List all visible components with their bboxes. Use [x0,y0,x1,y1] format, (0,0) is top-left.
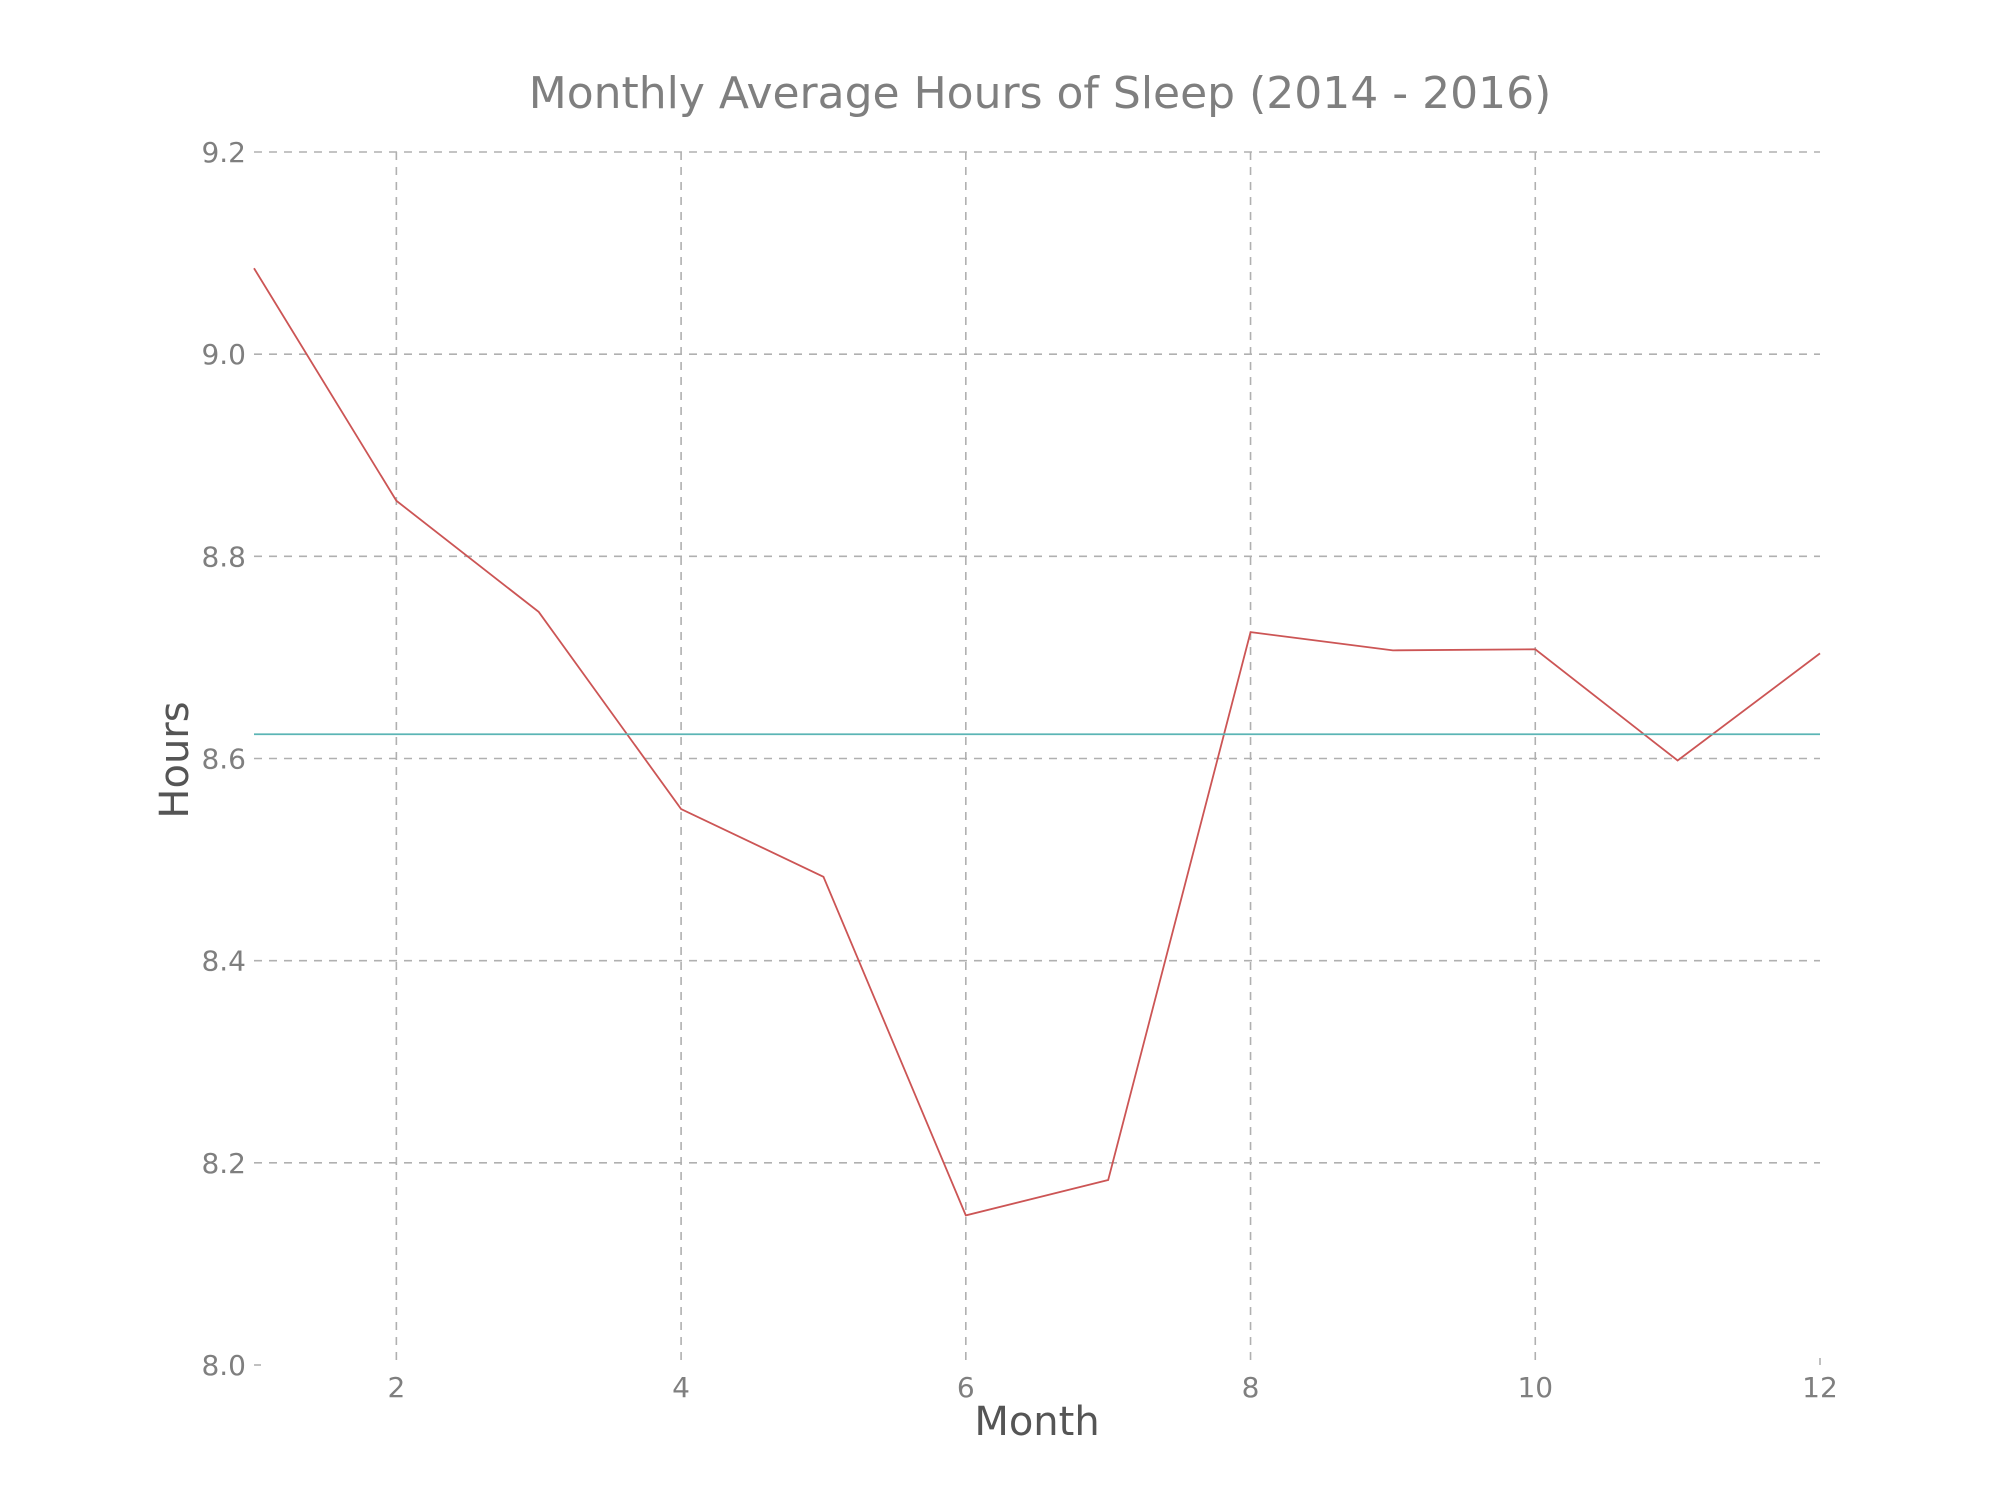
y-tick-label: 8.2 [201,1147,246,1180]
y-tick-label: 9.0 [201,338,246,371]
y-tick-label: 8.8 [201,540,246,573]
y-tick-label: 8.6 [201,743,246,776]
y-tick-label: 9.2 [201,136,246,169]
x-tick-label: 2 [387,1371,405,1404]
x-tick-label: 10 [1517,1371,1553,1404]
x-tick-label: 8 [1242,1371,1260,1404]
monthly-sleep-line [253,267,1821,1217]
y-tick-label: 8.4 [201,945,246,978]
x-axis-label: Month [974,1399,1099,1445]
x-tick-label: 12 [1802,1371,1838,1404]
y-axis-label: Hours [152,701,198,818]
axis-ticks: 8.0 8.2 8.4 8.6 8.8 9.0 9.2 2 4 6 8 10 12 [201,136,1837,1404]
series-lines [253,267,1821,1217]
chart-title: Monthly Average Hours of Sleep (2014 - 2… [529,68,1551,119]
grid [254,151,1820,1365]
x-tick-label: 4 [672,1371,690,1404]
y-tick-label: 8.0 [201,1349,246,1382]
x-tick-label: 6 [957,1371,975,1404]
